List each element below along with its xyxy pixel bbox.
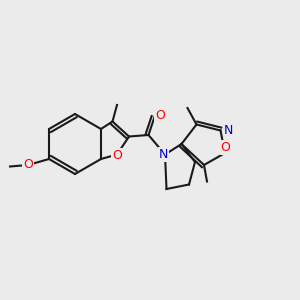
- Text: O: O: [23, 158, 33, 172]
- Text: N: N: [159, 148, 168, 161]
- Text: N: N: [223, 124, 233, 137]
- Text: O: O: [112, 148, 122, 162]
- Text: O: O: [221, 141, 230, 154]
- Text: O: O: [155, 109, 165, 122]
